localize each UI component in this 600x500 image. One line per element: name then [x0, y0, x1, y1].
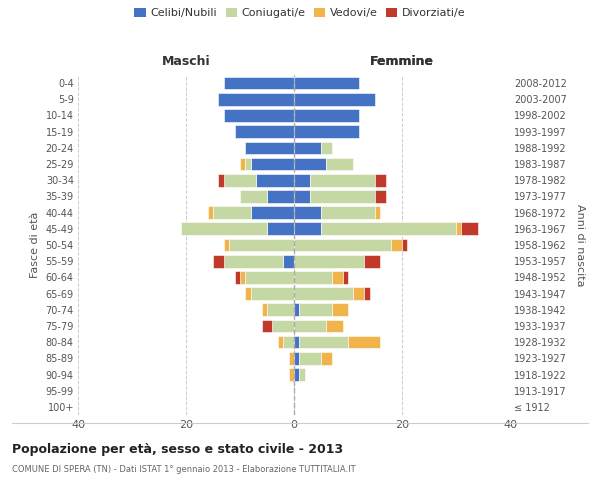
Bar — [294, 206, 321, 219]
Text: Maschi: Maschi — [161, 55, 211, 68]
Bar — [299, 304, 332, 316]
Y-axis label: Fasce di età: Fasce di età — [30, 212, 40, 278]
Bar — [321, 206, 375, 219]
Bar — [283, 336, 294, 348]
Bar — [348, 336, 380, 348]
Bar — [299, 368, 305, 381]
Text: COMUNE DI SPERA (TN) - Dati ISTAT 1° gennaio 2013 - Elaborazione TUTTITALIA.IT: COMUNE DI SPERA (TN) - Dati ISTAT 1° gen… — [12, 465, 356, 474]
Bar — [364, 288, 370, 300]
Bar — [375, 190, 386, 202]
Bar — [229, 238, 294, 252]
Bar — [294, 222, 321, 235]
Bar — [240, 190, 267, 202]
Bar — [402, 238, 407, 252]
Bar — [294, 320, 326, 332]
Bar — [294, 126, 359, 138]
Bar — [267, 222, 294, 235]
Bar — [235, 271, 240, 283]
Bar — [218, 174, 224, 186]
Text: Popolazione per età, sesso e stato civile - 2013: Popolazione per età, sesso e stato civil… — [12, 442, 343, 456]
Bar — [326, 320, 343, 332]
Bar — [240, 158, 245, 170]
Bar — [245, 142, 294, 154]
Bar — [461, 222, 478, 235]
Bar — [364, 255, 380, 268]
Bar — [262, 320, 272, 332]
Bar — [289, 368, 294, 381]
Bar — [332, 304, 348, 316]
Bar — [213, 206, 251, 219]
Bar — [283, 255, 294, 268]
Bar — [272, 320, 294, 332]
Bar — [321, 142, 332, 154]
Bar — [391, 238, 402, 252]
Bar — [456, 222, 461, 235]
Bar — [294, 336, 299, 348]
Bar — [294, 109, 359, 122]
Bar — [245, 288, 251, 300]
Bar — [321, 352, 332, 364]
Bar — [245, 271, 294, 283]
Bar — [256, 174, 294, 186]
Bar — [224, 109, 294, 122]
Bar — [294, 158, 326, 170]
Bar — [294, 93, 375, 106]
Bar — [375, 206, 380, 219]
Bar — [251, 158, 294, 170]
Bar — [294, 190, 310, 202]
Bar — [181, 222, 267, 235]
Bar — [294, 142, 321, 154]
Bar — [294, 271, 332, 283]
Text: Femmine: Femmine — [370, 55, 434, 68]
Bar — [332, 271, 343, 283]
Bar — [267, 190, 294, 202]
Bar — [251, 206, 294, 219]
Bar — [294, 368, 299, 381]
Text: Femmine: Femmine — [370, 55, 434, 68]
Bar — [294, 238, 391, 252]
Bar — [310, 174, 375, 186]
Bar — [289, 352, 294, 364]
Bar — [235, 126, 294, 138]
Bar — [294, 255, 364, 268]
Bar — [299, 352, 321, 364]
Legend: Celibi/Nubili, Coniugati/e, Vedovi/e, Divorziati/e: Celibi/Nubili, Coniugati/e, Vedovi/e, Di… — [132, 6, 468, 20]
Bar — [294, 288, 353, 300]
Bar — [224, 255, 283, 268]
Bar — [343, 271, 348, 283]
Bar — [294, 174, 310, 186]
Bar — [353, 288, 364, 300]
Bar — [310, 190, 375, 202]
Bar — [321, 222, 456, 235]
Bar — [278, 336, 283, 348]
Bar — [245, 158, 251, 170]
Bar — [251, 288, 294, 300]
Y-axis label: Anni di nascita: Anni di nascita — [575, 204, 586, 286]
Bar — [213, 255, 224, 268]
Bar — [326, 158, 353, 170]
Bar — [375, 174, 386, 186]
Bar — [299, 336, 348, 348]
Bar — [224, 238, 229, 252]
Bar — [208, 206, 213, 219]
Bar — [294, 352, 299, 364]
Bar — [224, 174, 256, 186]
Bar — [262, 304, 267, 316]
Bar — [267, 304, 294, 316]
Bar — [240, 271, 245, 283]
Bar — [218, 93, 294, 106]
Bar — [294, 77, 359, 90]
Bar — [294, 304, 299, 316]
Bar — [224, 77, 294, 90]
